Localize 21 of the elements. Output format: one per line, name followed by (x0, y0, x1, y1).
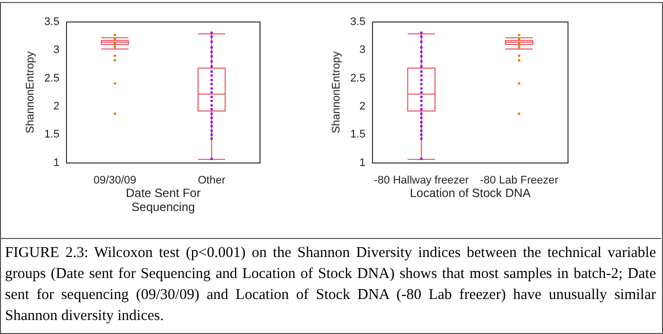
x-tick-label: Other (198, 174, 226, 186)
y-tick-label: 3.5 (350, 16, 366, 28)
y-tick-label: 1 (359, 156, 366, 169)
y-tick-label: 3.5 (44, 16, 60, 28)
x-axis-title: Date Sent For Sequencing (124, 186, 202, 214)
y-tick-label: 2 (53, 100, 60, 113)
x-tick-label: 09/30/09 (93, 174, 136, 186)
y-tick-label: 1.5 (350, 128, 366, 141)
x-axis-title: Location of Stock DNA (408, 186, 532, 200)
caption: FIGURE 2.3: Wilcoxon test (p<0.001) on the Shannon Diversity indices between the technical variable groups (Date sent for Sequencing and Location of Stock DNA) shows that most samples in batch-2; Date sent for sequencing (09/30/09) and Location of Stock DNA (-80 Lab freezer) have unusually similar Shannon diversity indices. (0, 238, 661, 333)
y-axis-title: ShannonEntropy (24, 50, 37, 134)
y-tick-label: 2.5 (44, 72, 60, 84)
x-tick-label: -80 Hallway freezer (374, 174, 470, 186)
y-tick-label: 3 (53, 44, 60, 56)
y-tick-label: 1.5 (44, 128, 60, 141)
x-tick-label: -80 Lab Freezer (480, 174, 559, 186)
y-axis-title: ShannonEntropy (330, 50, 343, 134)
y-tick-label: 1 (53, 156, 60, 169)
y-tick-label: 2.5 (350, 72, 366, 84)
y-tick-label: 3 (359, 44, 366, 56)
y-tick-label: 2 (359, 100, 366, 113)
